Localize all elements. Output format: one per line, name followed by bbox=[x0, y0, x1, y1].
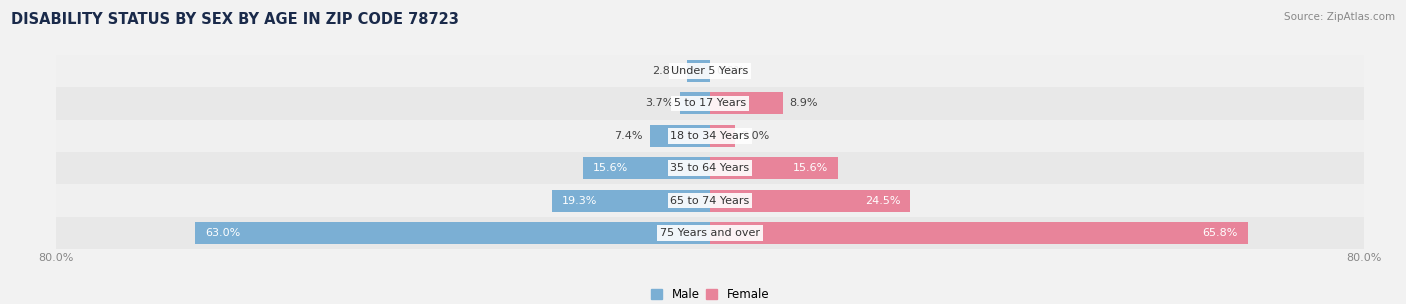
Text: 65 to 74 Years: 65 to 74 Years bbox=[671, 196, 749, 206]
Text: 24.5%: 24.5% bbox=[865, 196, 900, 206]
Text: 3.7%: 3.7% bbox=[645, 98, 673, 108]
Bar bbox=[679, 92, 710, 114]
Bar bbox=[56, 217, 1364, 249]
Text: 35 to 64 Years: 35 to 64 Years bbox=[671, 163, 749, 173]
Text: 15.6%: 15.6% bbox=[793, 163, 828, 173]
Bar bbox=[56, 152, 1364, 185]
Bar bbox=[195, 222, 710, 244]
Bar bbox=[56, 185, 1364, 217]
Text: 0.0%: 0.0% bbox=[717, 66, 745, 76]
Bar bbox=[650, 125, 710, 147]
Text: 15.6%: 15.6% bbox=[592, 163, 627, 173]
Text: 5 to 17 Years: 5 to 17 Years bbox=[673, 98, 747, 108]
Bar bbox=[710, 190, 910, 212]
Bar bbox=[553, 190, 710, 212]
Text: DISABILITY STATUS BY SEX BY AGE IN ZIP CODE 78723: DISABILITY STATUS BY SEX BY AGE IN ZIP C… bbox=[11, 12, 460, 27]
Text: 19.3%: 19.3% bbox=[562, 196, 598, 206]
Legend: Male, Female: Male, Female bbox=[645, 283, 775, 304]
Text: 2.8%: 2.8% bbox=[652, 66, 681, 76]
Text: 8.9%: 8.9% bbox=[789, 98, 818, 108]
Bar bbox=[582, 157, 710, 179]
Bar bbox=[710, 157, 838, 179]
Bar bbox=[710, 125, 734, 147]
Bar bbox=[688, 60, 710, 82]
Text: 65.8%: 65.8% bbox=[1202, 228, 1237, 238]
Bar bbox=[710, 222, 1247, 244]
Bar bbox=[56, 87, 1364, 119]
Text: Source: ZipAtlas.com: Source: ZipAtlas.com bbox=[1284, 12, 1395, 22]
Text: 18 to 34 Years: 18 to 34 Years bbox=[671, 131, 749, 141]
Text: 75 Years and over: 75 Years and over bbox=[659, 228, 761, 238]
Text: 63.0%: 63.0% bbox=[205, 228, 240, 238]
Text: 7.4%: 7.4% bbox=[614, 131, 643, 141]
Text: Under 5 Years: Under 5 Years bbox=[672, 66, 748, 76]
Bar bbox=[56, 55, 1364, 87]
Text: 3.0%: 3.0% bbox=[741, 131, 769, 141]
Bar bbox=[710, 92, 783, 114]
Bar bbox=[56, 119, 1364, 152]
